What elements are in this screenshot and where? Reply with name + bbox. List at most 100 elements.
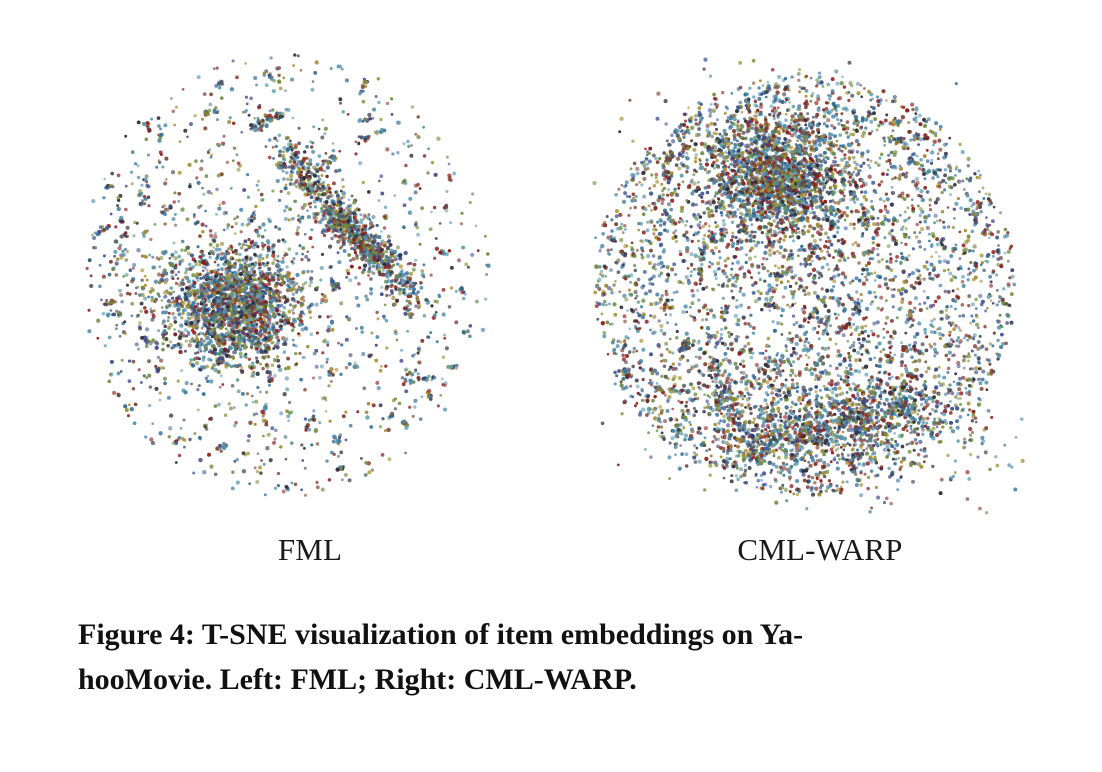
scatter-point (136, 164, 140, 168)
scatter-point (272, 330, 276, 334)
scatter-point (256, 310, 261, 315)
scatter-point (233, 303, 237, 307)
scatter-point (148, 385, 153, 389)
scatter-point (124, 207, 128, 212)
scatter-point (201, 332, 205, 335)
scatter-point (206, 452, 212, 457)
scatter-point (398, 264, 404, 269)
scatter-point (246, 173, 250, 177)
scatter-point (443, 333, 447, 337)
scatter-point (196, 325, 200, 329)
scatter-point (617, 187, 621, 191)
scatter-point (356, 410, 360, 414)
scatter-point (303, 493, 308, 497)
scatter-point (282, 306, 287, 310)
scatter-point (198, 437, 202, 441)
scatter-point (308, 304, 312, 308)
scatter-point (263, 243, 267, 247)
scatter-point (216, 109, 220, 113)
scatter-point (180, 304, 185, 309)
scatter-point (841, 302, 845, 307)
scatter-point (195, 288, 200, 293)
scatter-point (965, 177, 969, 181)
scatter-point (242, 308, 246, 313)
scatter-point (202, 92, 207, 96)
scatter-point (244, 356, 248, 359)
scatter-point (285, 387, 290, 392)
scatter-point (314, 364, 319, 369)
scatter-point (288, 400, 292, 405)
scatter-point (947, 268, 950, 272)
scatter-point (157, 133, 160, 137)
scatter-point (341, 194, 346, 199)
scatter-point (262, 71, 267, 75)
scatter-point (107, 272, 112, 277)
scatter-point (140, 183, 144, 187)
scatter-point (310, 188, 314, 193)
scatter-point (266, 261, 270, 265)
scatter-point (239, 263, 244, 268)
scatter-point (214, 273, 219, 278)
scatter-point (260, 320, 265, 325)
scatter-point (258, 316, 263, 321)
scatter-point (206, 298, 212, 304)
scatter-point (422, 125, 425, 129)
scatter-point (920, 227, 925, 232)
scatter-point (413, 405, 417, 409)
scatter-point (121, 252, 126, 257)
scatter-point (989, 283, 994, 288)
scatter-point (269, 336, 273, 340)
scatter-point (283, 216, 288, 222)
scatter-point (182, 445, 186, 449)
scatter-point (290, 164, 295, 169)
tsne-scatter-fml (85, 53, 491, 497)
scatter-point (202, 282, 207, 288)
scatter-point (296, 54, 300, 58)
scatter-point (388, 273, 392, 277)
scatter-point (325, 188, 330, 193)
scatter-point (284, 376, 289, 381)
scatter-point (312, 409, 316, 413)
scatter-point (435, 299, 440, 304)
scatter-point (486, 263, 491, 268)
scatter-point (459, 286, 464, 291)
scatter-point (444, 252, 449, 257)
scatter-point (203, 316, 207, 320)
scatter-point (206, 374, 210, 378)
scatter-point (201, 117, 204, 121)
scatter-point (171, 296, 175, 300)
scatter-point (322, 159, 326, 163)
scatter-point (109, 359, 114, 364)
scatter-point (369, 425, 374, 429)
scatter-point (179, 323, 184, 328)
scatter-point (948, 330, 952, 335)
scatter-point (382, 215, 386, 219)
scatter-point (703, 393, 707, 397)
scatter-point (194, 337, 199, 342)
scatter-point (171, 216, 176, 222)
scatter-point (231, 356, 235, 360)
scatter-point (420, 395, 424, 399)
scatter-point (409, 281, 413, 285)
scatter-point (212, 300, 216, 304)
scatter-point (381, 268, 385, 272)
scatter-point (336, 454, 340, 458)
scatter-point (380, 453, 385, 457)
scatter-point (305, 145, 309, 149)
scatter-point (194, 159, 198, 163)
scatter-point (161, 251, 167, 256)
scatter-point (377, 100, 381, 105)
scatter-point (422, 275, 426, 279)
scatter-point (814, 374, 819, 378)
scatter-point (449, 221, 453, 225)
scatter-point (341, 110, 345, 114)
scatter-point (262, 282, 266, 287)
scatter-point (105, 299, 109, 303)
scatter-point (229, 346, 234, 351)
scatter-point (257, 105, 262, 110)
scatter-point (404, 284, 409, 289)
scatter-point (968, 212, 972, 217)
scatter-point (156, 116, 161, 120)
scatter-point (183, 328, 188, 332)
scatter-point (211, 315, 217, 320)
